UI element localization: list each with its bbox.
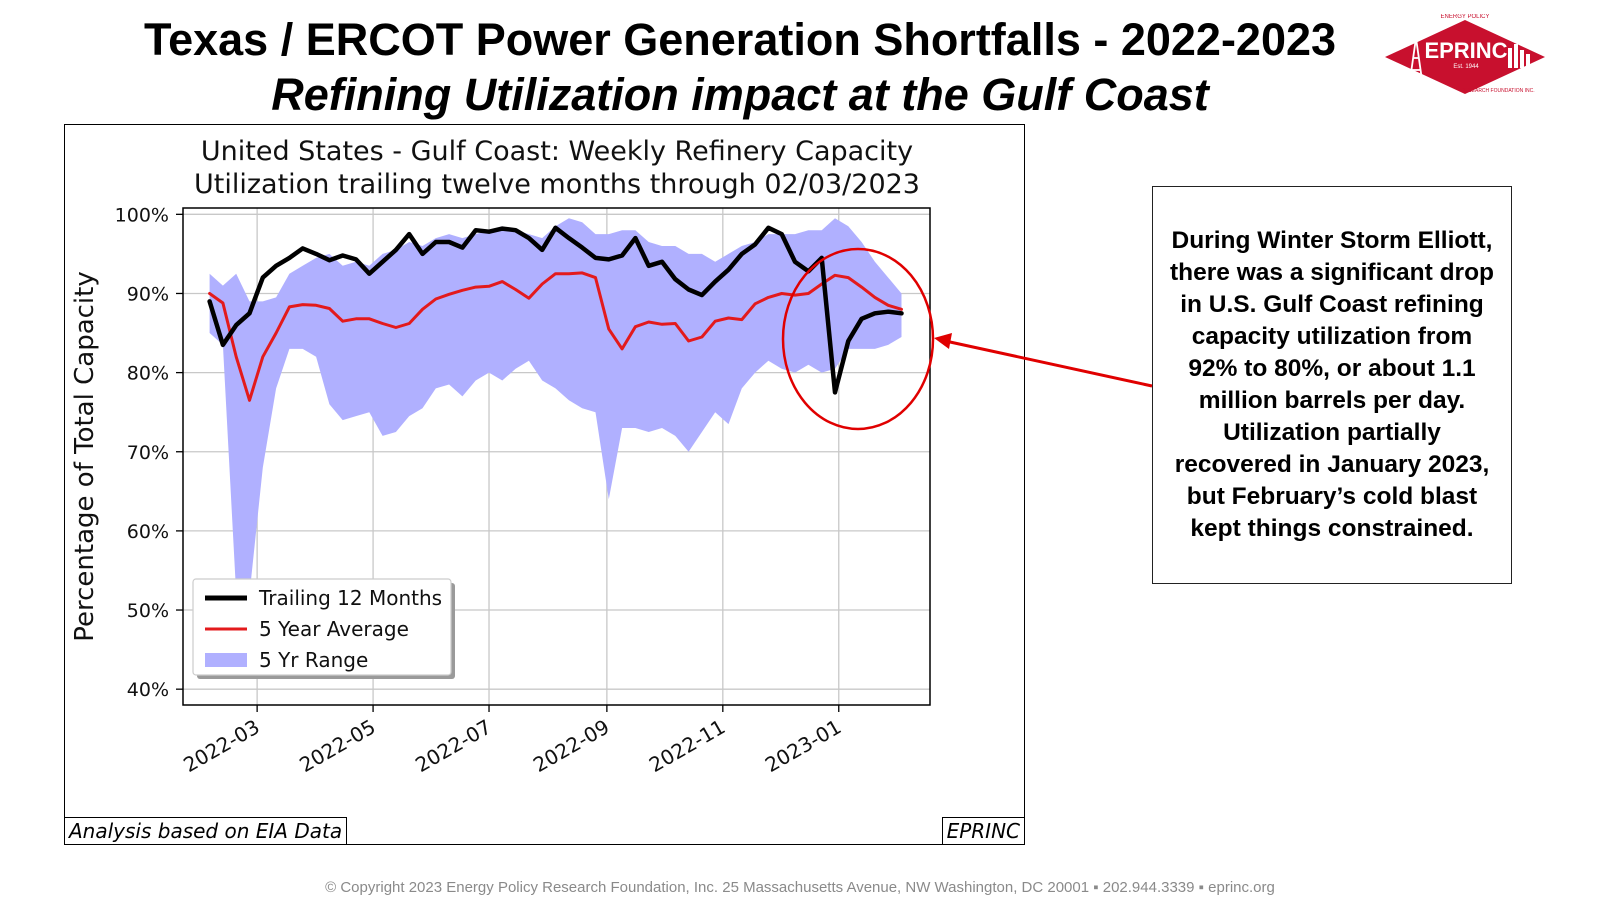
plot-area-border xyxy=(182,207,931,706)
y-tick-label: 90% xyxy=(127,283,169,305)
logo-text: EPRINC xyxy=(1424,38,1507,63)
range-band-layer xyxy=(209,218,902,595)
chart-subtitle: Utilization trailing twelve months throu… xyxy=(194,169,920,200)
chart-title: United States - Gulf Coast: Weekly Refin… xyxy=(201,136,913,167)
y-tick-label: 70% xyxy=(127,442,169,464)
data-source-note: Analysis based on EIA Data xyxy=(64,817,348,845)
legend-5-yr-range-label: 5 Yr Range xyxy=(259,648,368,672)
annotation-box: During Winter Storm Elliott, there was a… xyxy=(1152,186,1512,584)
y-tick-label: 40% xyxy=(127,679,169,701)
logo-ring-bottom: RESEARCH FOUNDATION INC. xyxy=(1461,88,1534,94)
eprinc-credit: EPRINC xyxy=(941,817,1025,845)
legend-5-year-average-label: 5 Year Average xyxy=(259,617,409,641)
x-tick-label: 2022-11 xyxy=(645,715,729,778)
legend-trailing-12-months-label: Trailing 12 Months xyxy=(258,586,442,610)
x-tick-label: 2022-05 xyxy=(295,715,379,778)
eprinc-logo: ENERGY POLICY RESEARCH FOUNDATION INC. E… xyxy=(1385,14,1545,94)
chart-legend: Trailing 12 Months 5 Year Average 5 Yr Ran… xyxy=(192,578,455,679)
copyright-footer: © Copyright 2023 Energy Policy Research … xyxy=(325,879,1275,896)
page-title: Texas / ERCOT Power Generation Shortfall… xyxy=(143,14,1337,65)
y-tick-label: 100% xyxy=(115,204,169,226)
y-tick-label: 80% xyxy=(127,363,169,385)
series-line-trailing-12-months xyxy=(207,225,904,395)
logo-ring-top: ENERGY POLICY xyxy=(1441,14,1490,20)
logo-diamond xyxy=(1385,20,1545,94)
logo-est: Est. 1944 xyxy=(1453,64,1479,70)
logo-refinery-icon xyxy=(1508,44,1530,68)
x-tick-label: 2023-01 xyxy=(761,715,845,778)
x-tick-label: 2022-03 xyxy=(179,715,263,778)
x-tick-label: 2022-09 xyxy=(529,715,613,778)
line-chart: 40% 50% 60% 70% 80% 90% 100% 2022-03 2022-05 2022… xyxy=(70,136,931,778)
x-tick-label: 2022-07 xyxy=(411,715,495,778)
legend-box xyxy=(192,578,452,676)
y-tick-label: 50% xyxy=(127,600,169,622)
y-axis-label: Percentage of Total Capacity xyxy=(70,271,100,641)
chart-frame: 40% 50% 60% 70% 80% 90% 100% 2022-03 2022-05 2022… xyxy=(64,124,1025,845)
logo-derrick-icon xyxy=(1409,37,1423,81)
y-tick-label: 60% xyxy=(127,521,169,543)
legend-5-yr-range-swatch xyxy=(205,653,247,667)
range-band-5yr xyxy=(209,218,902,595)
annotation-text: During Winter Storm Elliott, there was a… xyxy=(1169,227,1494,542)
page-subtitle: Refining Utilization impact at the Gulf … xyxy=(271,69,1209,120)
